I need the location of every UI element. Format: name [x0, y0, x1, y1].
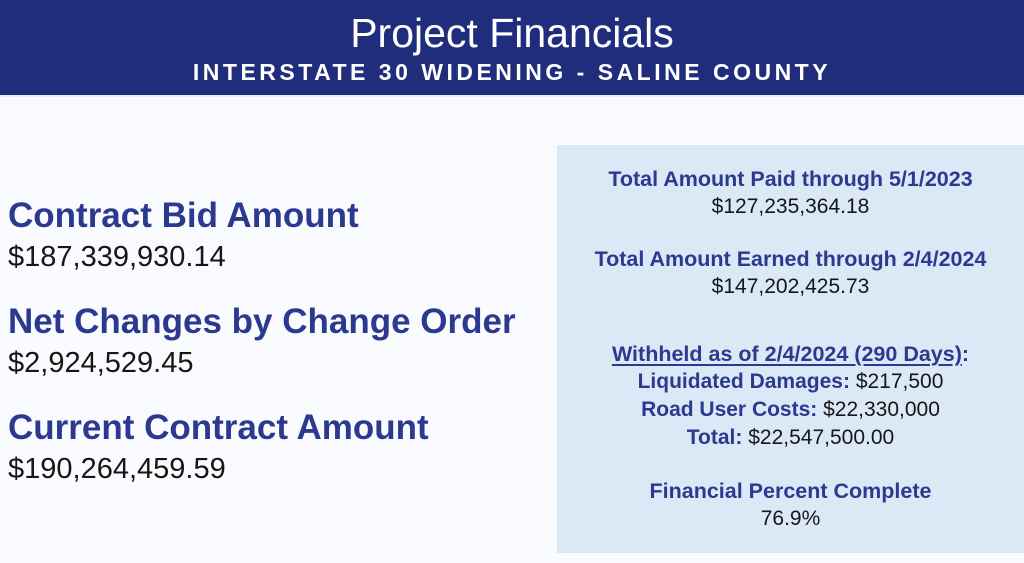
withheld-heading-text: Withheld as of 2/4/2024 (290 Days): [611, 342, 962, 366]
withheld-total-line: Total: $22,547,500.00: [557, 424, 1024, 452]
current-contract-label: Current Contract Amount: [8, 408, 429, 447]
contract-bid-group: Contract Bid Amount $187,339,930.14: [8, 195, 553, 277]
amount-earned-label: Total Amount Earned through 2/4/2024: [594, 247, 987, 271]
road-user-costs-line: Road User Costs: $22,330,000: [557, 396, 1024, 424]
slide-title: Project Financials: [350, 9, 674, 56]
liquidated-damages-label: Liquidated Damages:: [637, 370, 850, 393]
contract-summary: Contract Bid Amount $187,339,930.14 Net …: [8, 195, 553, 513]
withheld-total-label: Total:: [686, 426, 743, 449]
amount-paid-label: Total Amount Paid through 5/1/2023: [608, 167, 973, 191]
net-changes-group: Net Changes by Change Order $2,924,529.4…: [8, 301, 553, 383]
contract-bid-label: Contract Bid Amount: [8, 196, 359, 235]
net-changes-label: Net Changes by Change Order: [8, 302, 516, 341]
current-contract-value: $190,264,459.59: [8, 453, 226, 485]
liquidated-damages-value: $217,500: [855, 370, 944, 393]
net-changes-value: $2,924,529.45: [8, 347, 194, 379]
road-user-costs-label: Road User Costs:: [641, 398, 818, 421]
amount-earned-value: $147,202,425.73: [711, 275, 870, 298]
header-banner: Project Financials INTERSTATE 30 WIDENIN…: [0, 0, 1024, 97]
road-user-costs-value: $22,330,000: [823, 398, 940, 421]
current-contract-group: Current Contract Amount $190,264,459.59: [8, 407, 553, 489]
percent-complete-group: Financial Percent Complete 76.9%: [557, 478, 1024, 532]
financials-panel: Total Amount Paid through 5/1/2023 $127,…: [557, 145, 1024, 553]
withheld-total-value: $22,547,500.00: [748, 426, 895, 449]
withheld-heading-colon: :: [961, 342, 970, 366]
amount-paid-group: Total Amount Paid through 5/1/2023 $127,…: [557, 166, 1024, 220]
amount-paid-value: $127,235,364.18: [711, 195, 870, 218]
slide-subtitle: INTERSTATE 30 WIDENING - SALINE COUNTY: [192, 58, 832, 85]
withheld-group: Withheld as of 2/4/2024 (290 Days): Liqu…: [557, 340, 1024, 452]
withheld-heading: Withheld as of 2/4/2024 (290 Days):: [557, 340, 1024, 368]
percent-complete-value: 76.9%: [760, 507, 821, 530]
contract-bid-value: $187,339,930.14: [8, 241, 226, 273]
liquidated-damages-line: Liquidated Damages: $217,500: [557, 368, 1024, 396]
amount-earned-group: Total Amount Earned through 2/4/2024 $14…: [557, 246, 1024, 300]
percent-complete-label: Financial Percent Complete: [649, 479, 932, 503]
